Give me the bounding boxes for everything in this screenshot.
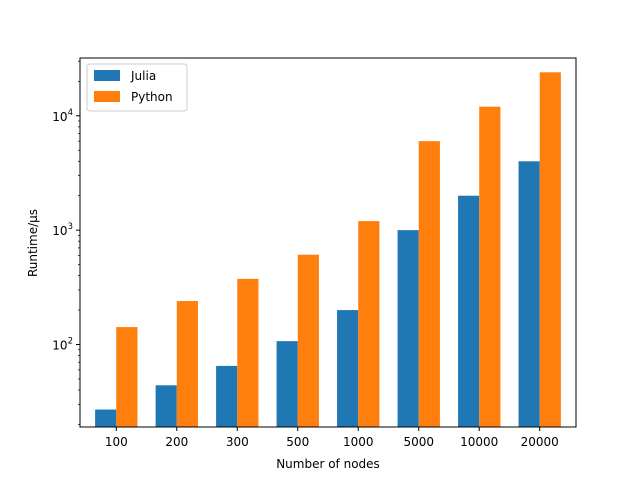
x-tick-label-5000: 5000 [403,435,434,449]
bar-python-500 [297,254,319,427]
bar-python-200 [176,301,198,427]
bar-julia-5000 [397,230,419,427]
bar-julia-1000 [337,310,359,427]
legend-swatch-python [94,91,120,102]
x-tick-label-200: 200 [165,435,188,449]
y-tick-label-100: 102 [52,337,73,353]
legend-label-julia: Julia [130,69,156,83]
bar-python-1000 [358,221,380,427]
x-tick-label-500: 500 [286,435,309,449]
x-tick-label-10000: 10000 [460,435,498,449]
y-axis-label: Runtime/µs [26,209,40,277]
legend-swatch-julia [94,70,120,81]
bar-python-20000 [539,72,561,428]
bar-python-300 [237,278,259,427]
plot-frame [79,57,577,428]
y-tick-label-1000: 103 [52,222,73,238]
bars-layer [95,72,561,428]
axes-layer: 100 200 300 500 1000 5000 10000 20000 102 103 104 [52,57,577,449]
bar-python-10000 [479,106,501,427]
x-axis-label: Number of nodes [276,457,380,471]
bar-julia-100 [95,409,117,427]
x-tick-label-1000: 1000 [343,435,374,449]
bar-python-100 [116,327,138,427]
legend: Julia Python [86,63,188,112]
bar-julia-10000 [458,195,480,427]
y-tick-label-10000: 104 [52,108,73,124]
bar-julia-20000 [518,161,540,427]
bar-julia-500 [276,341,298,427]
x-tick-label-20000: 20000 [521,435,559,449]
bar-python-5000 [418,141,440,427]
legend-label-python: Python [131,90,173,104]
bar-julia-300 [216,365,238,427]
x-tick-label-100: 100 [105,435,128,449]
bar-julia-200 [155,385,177,427]
x-tick-label-300: 300 [226,435,249,449]
